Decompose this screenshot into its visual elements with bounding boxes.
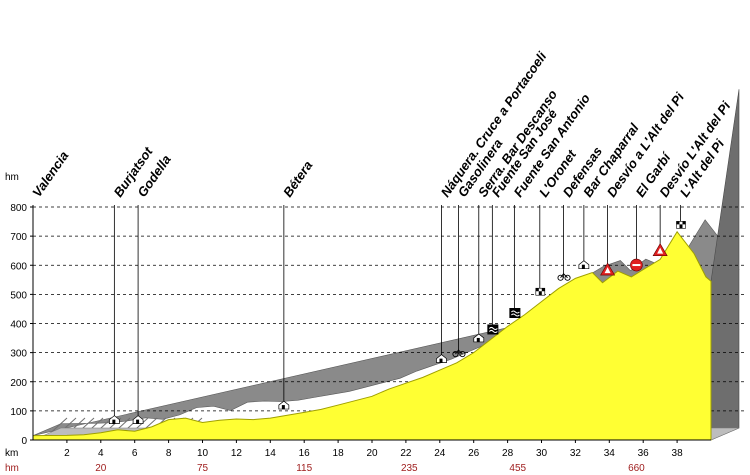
x-tick-label: 26 xyxy=(468,448,480,459)
x-tick-label: 28 xyxy=(502,448,514,459)
bike-icon xyxy=(452,349,466,358)
secondary-tick-label: 115 xyxy=(296,463,312,474)
x-tick-label: 32 xyxy=(570,448,582,459)
bike-icon-frame xyxy=(455,349,463,355)
x-tick-label: 30 xyxy=(536,448,548,459)
warning-icon-inner xyxy=(657,247,664,254)
profile-layer xyxy=(32,230,712,441)
water-icon xyxy=(509,308,521,319)
water-icon xyxy=(487,324,499,335)
flag-icon-check xyxy=(676,221,686,229)
town-icon xyxy=(132,415,144,424)
secondary-tick-label: 20 xyxy=(95,463,107,474)
water-icon-box xyxy=(487,324,499,335)
y-axis-unit-label: hm xyxy=(5,172,19,183)
x-axis-km-label: km xyxy=(5,448,18,459)
flag-icon-check xyxy=(535,288,545,296)
town-icon-door xyxy=(476,337,480,342)
town-icon-door xyxy=(581,264,585,269)
town-icon-door xyxy=(136,419,140,424)
bike-icon-frame xyxy=(560,273,568,279)
x-tick-label: 4 xyxy=(98,448,104,459)
x-tick-label: 24 xyxy=(434,448,446,459)
town-icon-door xyxy=(439,358,443,363)
x-tick-label: 18 xyxy=(333,448,345,459)
town-icon xyxy=(278,400,290,410)
stop-icon xyxy=(630,258,643,272)
elevation-area xyxy=(32,230,712,441)
bike-icon-wheel xyxy=(564,274,571,281)
town-icon xyxy=(473,333,485,343)
x-tick-label: 2 xyxy=(64,448,70,459)
flag-icon xyxy=(535,287,546,296)
secondary-tick-label: 455 xyxy=(509,463,526,474)
water-icon-waves xyxy=(488,326,498,333)
x-tick-label: 14 xyxy=(265,448,277,459)
y-tick-label: 100 xyxy=(10,407,27,418)
waypoint-label: Valencia xyxy=(29,148,71,199)
x-tick-label: 38 xyxy=(672,448,684,459)
y-tick-label: 500 xyxy=(10,290,27,301)
bike-icon-wheel xyxy=(452,351,459,358)
y-tick-label: 0 xyxy=(21,436,27,447)
flag-icon xyxy=(676,221,686,229)
warning-icon xyxy=(652,243,668,256)
x-tick-label: 6 xyxy=(132,448,138,459)
x-tick-label: 8 xyxy=(166,448,172,459)
x-tick-label: 10 xyxy=(197,448,209,459)
secondary-tick-label: 235 xyxy=(401,463,418,474)
town-icon xyxy=(109,415,120,424)
x-tick-label: 36 xyxy=(638,448,650,459)
water-icon-waves xyxy=(511,310,520,317)
waypoint-label: Bétera xyxy=(280,158,315,200)
y-tick-label: 300 xyxy=(10,349,27,360)
stop-icon-bar xyxy=(632,264,641,267)
x-tick-label: 22 xyxy=(400,448,412,459)
bike-icon-wheel xyxy=(557,274,564,281)
warning-icon xyxy=(600,262,616,276)
town-icon-door xyxy=(112,419,116,424)
town-icon xyxy=(578,260,590,270)
y-tick-label: 700 xyxy=(10,232,27,243)
y-tick-label: 200 xyxy=(10,378,27,389)
x-tick-label: 16 xyxy=(299,448,311,459)
y-tick-label: 800 xyxy=(10,203,27,214)
x-tick-label: 12 xyxy=(231,448,243,459)
town-icon xyxy=(436,354,447,363)
town-icon-door xyxy=(281,405,285,410)
x-tick-label: 20 xyxy=(366,448,378,459)
x-tick-label: 34 xyxy=(604,448,616,459)
bike-icon-wheel xyxy=(459,351,466,358)
x-axis-hm-label: hm xyxy=(5,463,19,474)
bike-icon xyxy=(557,273,571,281)
secondary-tick-label: 660 xyxy=(628,463,645,474)
secondary-tick-label: 75 xyxy=(197,463,209,474)
water-icon-box xyxy=(509,308,521,319)
y-tick-label: 600 xyxy=(10,261,27,272)
warning-icon-inner xyxy=(604,267,611,274)
y-tick-label: 400 xyxy=(10,320,27,331)
